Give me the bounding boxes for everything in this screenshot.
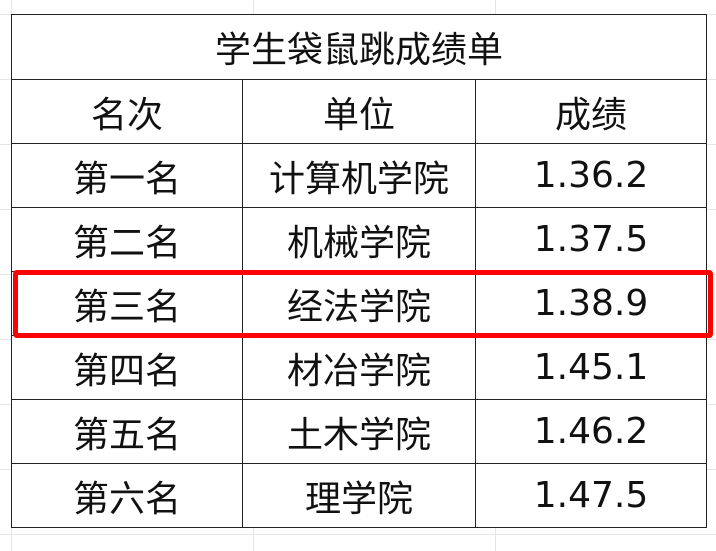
score-cell[interactable]: 1.36.2 bbox=[475, 143, 707, 208]
table-row: 第四名 材冶学院 1.45.1 bbox=[11, 335, 707, 400]
header-row: 名次 单位 成绩 bbox=[11, 79, 707, 144]
table-title[interactable]: 学生袋鼠跳成绩单 bbox=[11, 14, 707, 80]
table-row: 第一名 计算机学院 1.36.2 bbox=[11, 143, 707, 208]
score-cell[interactable]: 1.45.1 bbox=[475, 335, 707, 400]
unit-cell[interactable]: 机械学院 bbox=[242, 207, 476, 272]
table-row: 第六名 理学院 1.47.5 bbox=[11, 463, 707, 528]
header-score[interactable]: 成绩 bbox=[475, 79, 707, 144]
score-cell[interactable]: 1.46.2 bbox=[475, 399, 707, 464]
title-row: 学生袋鼠跳成绩单 bbox=[11, 14, 707, 80]
header-unit[interactable]: 单位 bbox=[242, 79, 476, 144]
score-cell[interactable]: 1.47.5 bbox=[475, 463, 707, 528]
unit-cell[interactable]: 计算机学院 bbox=[242, 143, 476, 208]
table-row: 第五名 土木学院 1.46.2 bbox=[11, 399, 707, 464]
unit-cell[interactable]: 土木学院 bbox=[242, 399, 476, 464]
rank-cell[interactable]: 第六名 bbox=[11, 463, 243, 528]
rank-cell[interactable]: 第四名 bbox=[11, 335, 243, 400]
score-cell[interactable]: 1.37.5 bbox=[475, 207, 707, 272]
rank-cell[interactable]: 第五名 bbox=[11, 399, 243, 464]
highlight-box bbox=[13, 270, 713, 338]
table-row: 第二名 机械学院 1.37.5 bbox=[11, 207, 707, 272]
rank-cell[interactable]: 第二名 bbox=[11, 207, 243, 272]
header-rank[interactable]: 名次 bbox=[11, 79, 243, 144]
rank-cell[interactable]: 第三名 bbox=[11, 271, 243, 336]
unit-cell[interactable]: 材冶学院 bbox=[242, 335, 476, 400]
rank-cell[interactable]: 第一名 bbox=[11, 143, 243, 208]
unit-cell[interactable]: 理学院 bbox=[242, 463, 476, 528]
